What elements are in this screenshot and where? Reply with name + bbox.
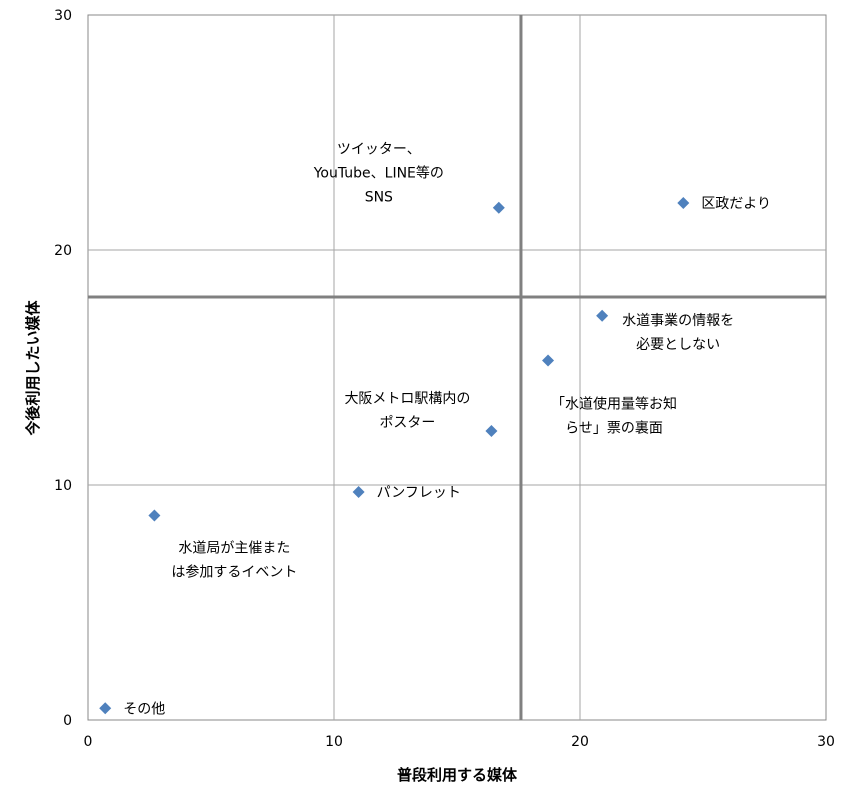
data-label: その他 (123, 701, 165, 717)
data-point (99, 702, 112, 715)
plot-area (87, 14, 827, 721)
data-point (596, 309, 609, 322)
data-label-line: ポスター (379, 415, 435, 431)
reference-lines (88, 15, 826, 720)
data-label-line: 水道事業の情報を (622, 313, 734, 329)
data-point (148, 509, 161, 522)
data-label-line: SNS (365, 190, 393, 206)
x-tick-label: 20 (571, 734, 589, 750)
data-label-line: は参加するイベント (171, 564, 297, 581)
data-label: 区政だより (701, 196, 771, 212)
data-label: 大阪メトロ駅構内のポスター (344, 391, 470, 431)
data-label: 水道局が主催または参加するイベント (171, 541, 297, 581)
y-tick-label: 0 (63, 713, 72, 729)
data-point (352, 486, 365, 499)
y-axis-ticks: 0 10 20 30 (54, 8, 72, 729)
data-label-line: ツイッター、 (337, 142, 421, 158)
data-label-line: 大阪メトロ駅構内の (344, 391, 470, 407)
data-label-line: YouTube、LINE等の (313, 165, 444, 182)
data-label-line: らせ」票の裏面 (565, 419, 663, 436)
x-axis-title: 普段利用する媒体 (397, 766, 518, 784)
data-point (492, 201, 505, 214)
x-axis-ticks: 0 10 20 30 (84, 734, 835, 750)
x-tick-label: 0 (84, 734, 93, 750)
data-label-line: 「水道使用量等お知 (551, 395, 677, 412)
data-label-line: パンフレット (377, 485, 461, 501)
data-label-line: 区政だより (701, 196, 771, 212)
data-points (99, 197, 690, 715)
data-point (677, 197, 690, 209)
data-label: パンフレット (377, 485, 461, 501)
data-labels: ツイッター、 YouTube、LINE等の SNS 区政だより水道事業の情報を必要とし… (123, 142, 771, 718)
y-tick-label: 20 (54, 243, 72, 259)
data-label: 「水道使用量等お知らせ」票の裏面 (551, 395, 677, 436)
grid-lines (88, 15, 826, 720)
data-label: 水道事業の情報を必要としない (622, 313, 734, 353)
data-label-line: 水道局が主催また (178, 541, 290, 557)
y-tick-label: 10 (54, 478, 72, 494)
data-label-line: その他 (123, 701, 165, 717)
data-point (485, 424, 498, 437)
x-tick-label: 30 (817, 734, 835, 750)
data-label: ツイッター、 YouTube、LINE等の SNS (313, 142, 444, 206)
y-axis-title: 今後利用したい媒体 (24, 300, 42, 437)
data-point (542, 354, 555, 367)
x-tick-label: 10 (325, 734, 343, 750)
y-tick-label: 30 (54, 8, 72, 24)
data-label-line: 必要としない (636, 337, 720, 353)
